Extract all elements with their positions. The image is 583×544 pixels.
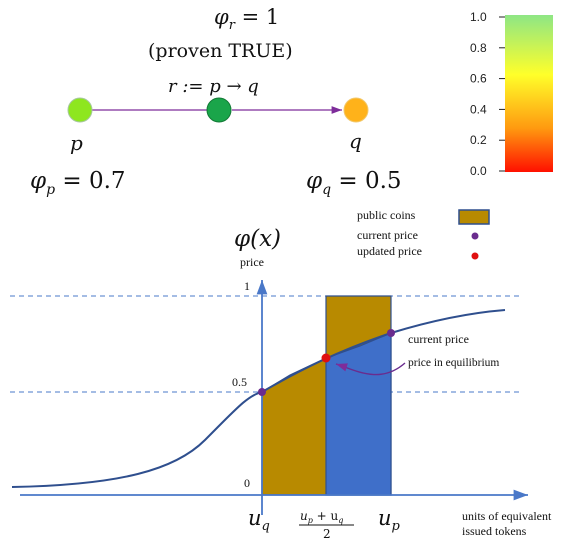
colorbar: 1.0 0.8 0.6 0.4 0.2 0.0 [470,10,553,178]
issued-tokens-region [325,332,392,496]
legend-public-coins-label: public coins [357,208,416,222]
legend-public-coins-swatch [458,209,490,225]
x-axis-label-line1: units of equivalent [462,509,552,523]
node-p-label: p [70,131,83,155]
annot-current-price: current price [408,332,469,346]
proven-true-label: (proven TRUE) [148,40,293,62]
y-tick-1: 1 [244,279,250,293]
colorbar-gradient-bar [505,15,553,172]
node-q [343,97,369,123]
node-rule [206,97,232,123]
y-tick-0: 0 [244,476,250,490]
x-tick-u-q: uq [248,506,270,534]
equilibrium-arrow [335,362,406,376]
legend-current-price-label: current price [357,228,418,242]
midpoint-denominator: 2 [323,527,331,541]
legend-current-price-marker [471,232,479,240]
x-axis-label-line2: issued tokens [462,524,527,538]
colorbar-tick-label: 0.8 [470,41,487,55]
phi-p-label: φp = 0.7 [30,168,126,198]
node-q-label: q [349,129,362,153]
x-tick-u-p: up [378,506,401,534]
point-current-price [387,329,395,337]
annot-equilibrium: price in equilibrium [408,357,499,369]
y-tick-05: 0.5 [232,375,247,389]
rule-label: r := p → q [168,76,259,97]
point-updated-price [321,353,331,363]
colorbar-tick-label: 0.0 [470,164,487,178]
colorbar-tick-label: 1.0 [470,10,487,24]
colorbar-tick-label: 0.2 [470,133,487,147]
legend-updated-price-marker [471,252,479,260]
legend-updated-price-label: updated price [357,244,422,258]
y-axis-label: price [240,255,264,269]
function-label: φ(x) [234,226,281,252]
legend: public coins current price updated price [357,208,490,260]
midpoint-numerator: up + uq [300,509,343,525]
logic-diagram: φr = 1 (proven TRUE) r := p → q p q φp =… [30,5,402,198]
phi-r-label: φr = 1 [214,5,279,33]
price-plot: φ(x) price 1 0.5 0 current price price i… [10,226,552,541]
point-u-q-price [258,388,266,396]
phi-q-label: φq = 0.5 [306,168,402,198]
colorbar-tick-label: 0.4 [470,102,487,116]
x-tick-midpoint: up + uq 2 [299,509,354,541]
colorbar-tick-label: 0.6 [470,72,487,86]
colorbar-ticks: 1.0 0.8 0.6 0.4 0.2 0.0 [470,10,505,178]
node-p [67,97,93,123]
